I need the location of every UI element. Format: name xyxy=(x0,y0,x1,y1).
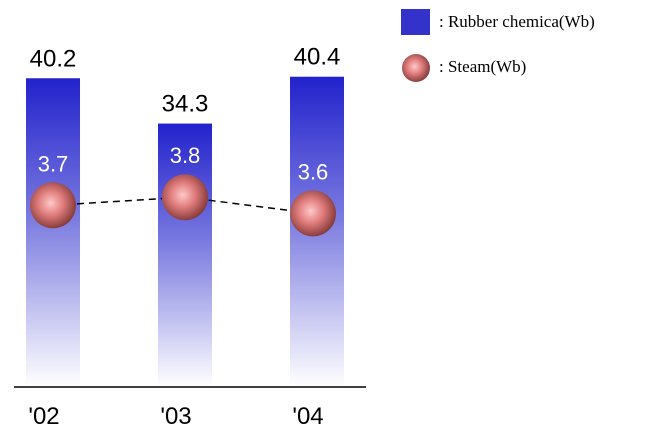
steam-point-0 xyxy=(30,182,76,229)
legend-label-steam: : Steam(Wb) xyxy=(439,57,526,76)
steam-value-label-0: 3.7 xyxy=(38,151,69,176)
steam-point-1 xyxy=(162,174,208,221)
bar-value-label-0: 40.2 xyxy=(30,45,77,72)
bar-value-label-2: 40.4 xyxy=(294,44,341,71)
legend-label-rubber: : Rubber chemica(Wb) xyxy=(439,12,595,31)
legend-swatch-rubber xyxy=(401,9,430,35)
steam-value-label-1: 3.8 xyxy=(170,143,201,168)
x-tick-label-0: '02 xyxy=(28,403,59,429)
legend: : Rubber chemica(Wb) : Steam(Wb) xyxy=(401,9,595,82)
bar-0 xyxy=(26,78,80,387)
steam-value-label-2: 3.6 xyxy=(298,159,329,184)
bar-value-label-1: 34.3 xyxy=(162,91,209,118)
x-tick-label-2: '04 xyxy=(292,403,323,429)
x-tick-label-1: '03 xyxy=(160,403,191,429)
steam-point-2 xyxy=(290,190,336,237)
dots-layer: 3.7 3.8 3.6 xyxy=(30,143,336,237)
bar-1 xyxy=(158,123,212,388)
ticks-layer: '02 '03 '04 xyxy=(28,403,323,429)
legend-marker-steam xyxy=(402,54,430,82)
